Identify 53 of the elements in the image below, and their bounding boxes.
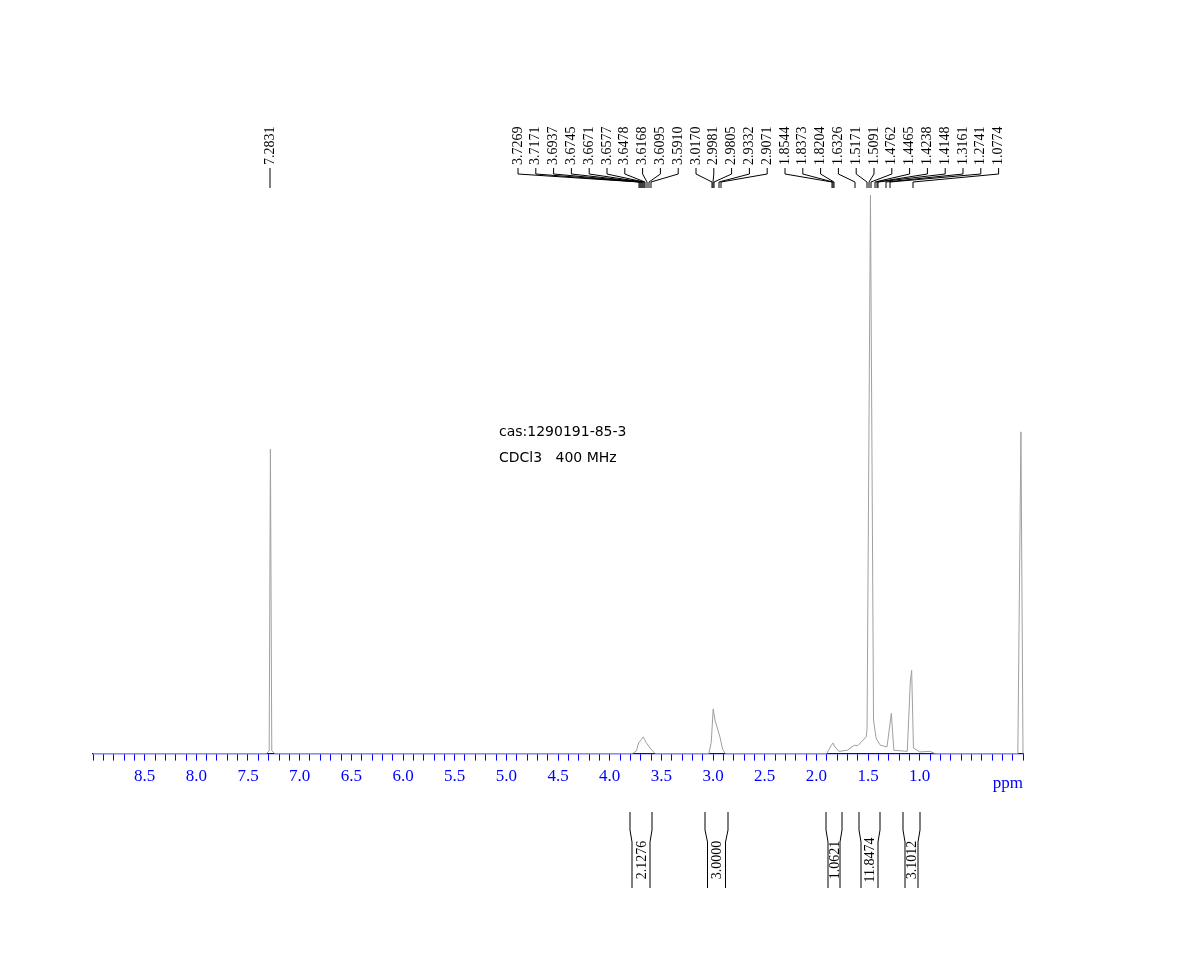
text: 3.7269 [509, 126, 525, 165]
x-tick-label: 2.0 [805, 766, 827, 786]
x-tick-label: 3.0 [702, 766, 724, 786]
text: 1.6326 [830, 126, 846, 165]
text: 1.4238 [919, 126, 935, 165]
text: 3.6095 [652, 126, 668, 165]
text: 7.2831 [261, 126, 277, 165]
text: 1.5171 [847, 126, 863, 165]
text: 2.1276 [633, 840, 649, 880]
x-tick-label: 8.5 [134, 766, 156, 786]
text: 3.6745 [563, 126, 579, 165]
text: 1.4148 [936, 126, 952, 165]
x-tick-label: 2.5 [754, 766, 776, 786]
text: 1.4465 [901, 126, 917, 165]
text: 3.1012 [904, 840, 920, 880]
text: 1.5091 [865, 126, 881, 165]
text: 1.4762 [883, 126, 899, 165]
text: 1.0774 [990, 126, 1006, 165]
x-axis-title: ppm [992, 772, 1023, 792]
x-tick-label: 6.5 [340, 766, 362, 786]
text: 1.0621 [826, 840, 842, 880]
text: 3.7171 [527, 126, 543, 165]
x-tick-label: 3.5 [650, 766, 672, 786]
x-tick-label: 8.0 [185, 766, 207, 786]
text: 3.5910 [669, 126, 685, 165]
text: 3.6671 [580, 126, 596, 165]
x-tick-label: 7.5 [237, 766, 259, 786]
x-tick-label: 7.0 [289, 766, 311, 786]
text: 11.8474 [862, 837, 878, 883]
text: 1.8544 [776, 126, 792, 165]
x-tick-label: 5.0 [495, 766, 517, 786]
text: 3.6478 [616, 126, 632, 165]
x-tick-label: 4.0 [599, 766, 621, 786]
x-tick-label: 4.5 [547, 766, 569, 786]
x-tick-label: 5.5 [444, 766, 466, 786]
annotation: cas:1290191-85-3 [499, 422, 627, 439]
text: 3.6937 [545, 126, 561, 165]
text: 2.9981 [705, 126, 721, 165]
text: 1.8373 [794, 126, 810, 165]
x-tick-label: 6.0 [392, 766, 414, 786]
text: 2.9071 [758, 126, 774, 165]
text: 3.6577 [598, 126, 614, 165]
text: 1.2741 [972, 126, 988, 165]
x-tick-label: 1.5 [857, 766, 879, 786]
annotation: CDCl3 400 MHz [499, 448, 617, 465]
text: 1.3161 [954, 126, 970, 165]
text: 3.0000 [709, 840, 725, 880]
text: 3.6168 [634, 126, 650, 165]
text: 3.0170 [687, 126, 703, 165]
text: 2.9805 [723, 126, 739, 165]
text: 1.8204 [812, 126, 828, 165]
x-tick-label: 1.0 [909, 766, 931, 786]
text: 2.9332 [741, 126, 757, 165]
